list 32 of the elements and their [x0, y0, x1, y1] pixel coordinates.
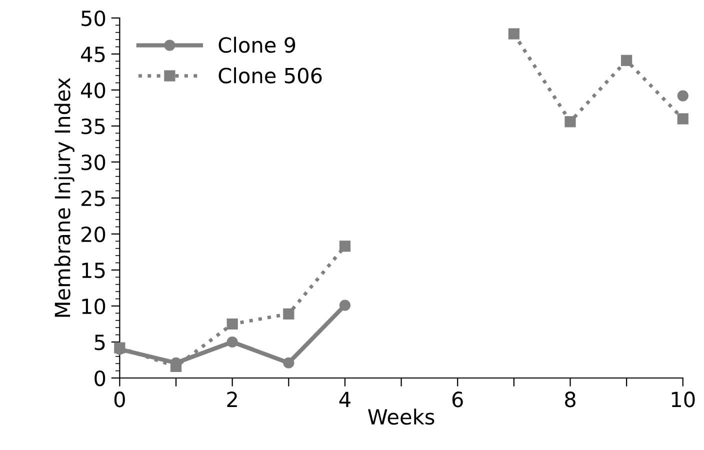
y-tick-label: 35 [82, 118, 105, 134]
point [621, 54, 632, 66]
point [226, 318, 238, 330]
point [283, 357, 294, 368]
point [226, 336, 238, 348]
point [283, 308, 294, 320]
y-tick-label: 50 [82, 10, 106, 26]
x-tick-label: 10 [672, 392, 695, 408]
x-tick-label: 6 [452, 392, 463, 408]
x-tick-label: 2 [227, 392, 237, 408]
legend-label: Clone 9 [218, 36, 296, 53]
y-tick-label: 45 [80, 46, 105, 62]
y-tick-label: 20 [82, 226, 106, 242]
y-tick-label: 30 [82, 154, 106, 170]
point [339, 240, 351, 252]
point [677, 90, 688, 102]
legend-label: Clone 506 [218, 67, 322, 84]
x-tick-label: 4 [339, 392, 350, 408]
y-axis-title: Membrane Injury Index [54, 78, 74, 317]
y-tick-label: 15 [82, 262, 105, 278]
point [677, 113, 688, 124]
point [339, 300, 351, 311]
y-tick-label: 40 [80, 82, 106, 98]
x-axis-title: Weeks [368, 408, 434, 425]
y-tick-label: 0 [94, 370, 106, 386]
point [564, 116, 576, 128]
y-tick-label: 10 [82, 298, 106, 314]
y-tick-label: 25 [82, 190, 105, 206]
x-tick-label: 8 [565, 392, 576, 408]
y-tick-label: 5 [94, 334, 105, 350]
point [508, 28, 520, 40]
x-tick-label: 0 [114, 392, 125, 408]
